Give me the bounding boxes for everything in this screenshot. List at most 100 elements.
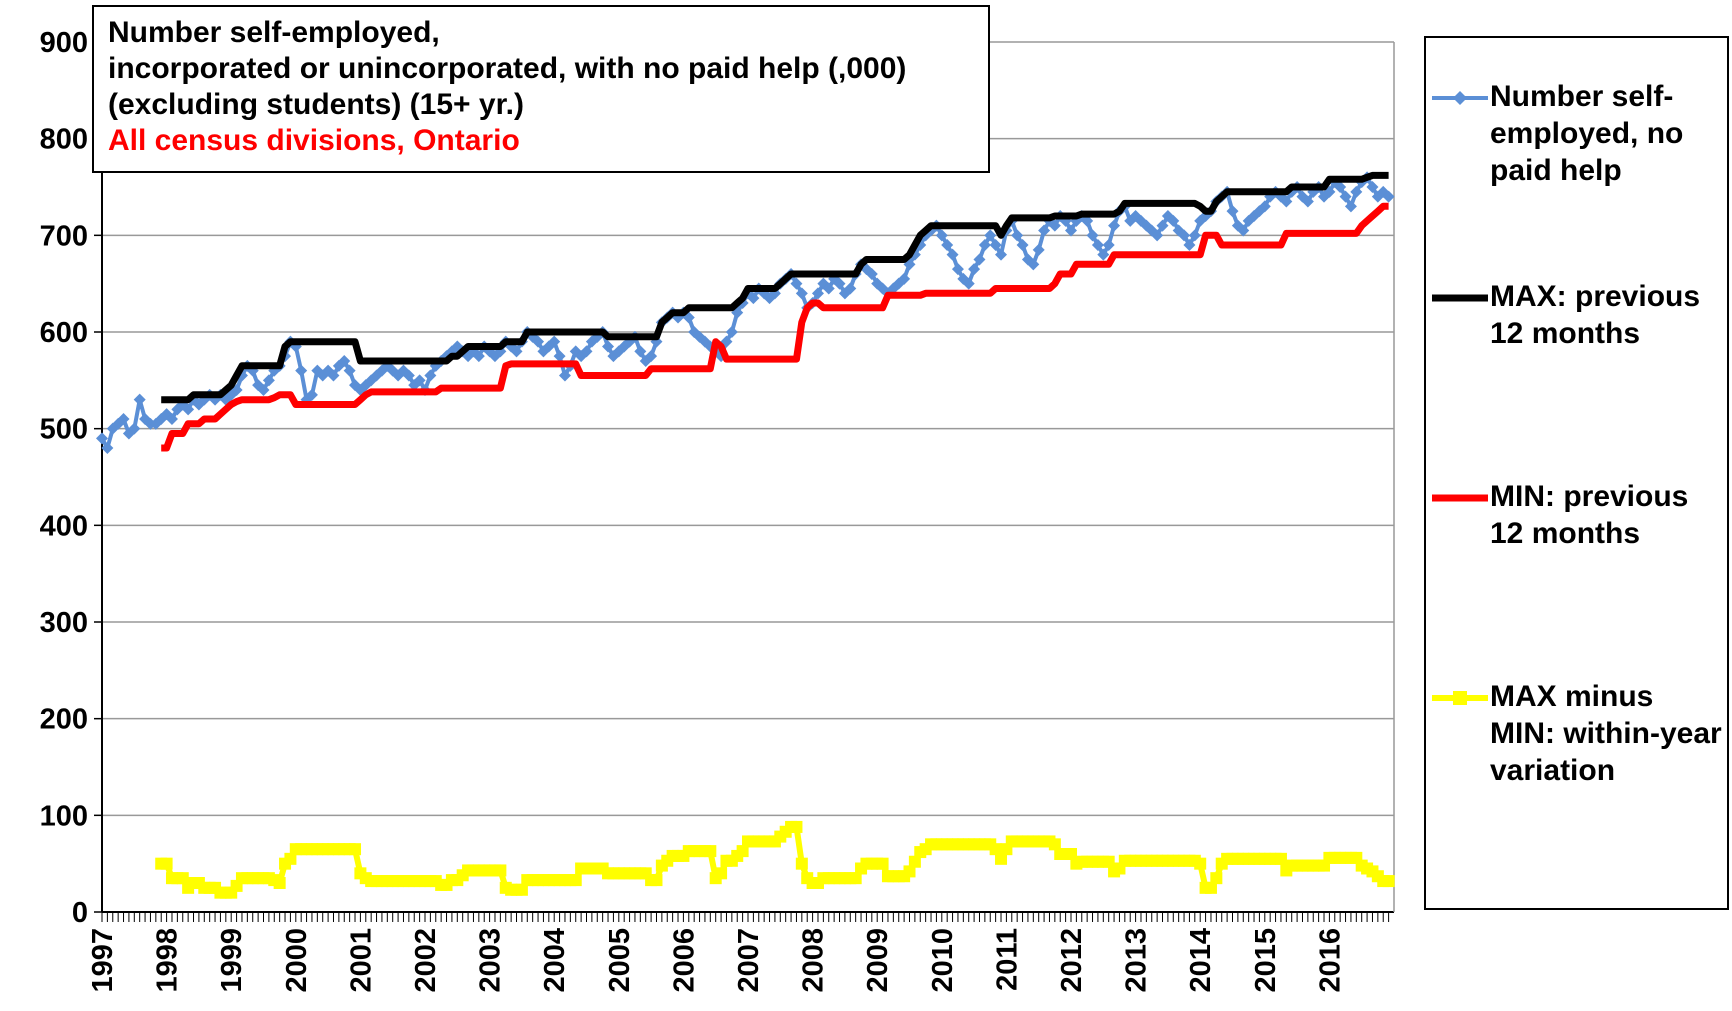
data-point <box>844 282 857 295</box>
x-tick-label: 2008 <box>798 928 830 993</box>
data-point <box>1167 214 1180 227</box>
data-point <box>349 843 362 856</box>
x-tick-label: 2016 <box>1314 928 1346 993</box>
data-point <box>650 874 663 887</box>
data-point <box>257 384 270 396</box>
data-point <box>1065 224 1077 237</box>
legend-label: Number self-employed, no paid help <box>1490 80 1684 187</box>
data-point <box>634 345 647 358</box>
data-point <box>1011 229 1024 242</box>
data-point <box>343 364 356 377</box>
data-point <box>995 852 1008 865</box>
data-point <box>553 350 566 363</box>
x-tick-label: 2001 <box>345 928 377 993</box>
data-point <box>305 388 318 401</box>
legend: Number self-employed, no paid help MAX: p… <box>1424 36 1729 910</box>
x-tick-label: 2005 <box>604 928 636 993</box>
data-point <box>715 867 728 880</box>
x-tick-label: 2015 <box>1250 928 1282 993</box>
data-point <box>1274 852 1287 865</box>
data-point <box>973 253 986 266</box>
data-point <box>548 335 561 348</box>
data-point <box>117 413 130 425</box>
x-tick-label: 2011 <box>991 928 1023 991</box>
data-point <box>402 369 415 382</box>
data-point <box>1194 857 1207 870</box>
series-line <box>161 171 1389 404</box>
data-point <box>1188 229 1201 242</box>
x-tick-label: 1998 <box>152 928 184 993</box>
x-tick-label: 2007 <box>733 928 765 993</box>
x-tick-label: 2004 <box>539 928 571 993</box>
data-point <box>984 229 997 242</box>
legend-swatch <box>1432 691 1488 705</box>
data-point <box>962 277 975 290</box>
data-point <box>515 883 528 896</box>
legend-marker <box>1453 691 1467 705</box>
data-point <box>580 345 593 358</box>
data-point <box>968 263 981 276</box>
data-point <box>865 268 878 280</box>
data-point <box>725 326 738 338</box>
data-point <box>946 248 959 261</box>
data-point <box>1350 185 1363 198</box>
data-point <box>1204 881 1217 894</box>
data-point <box>1339 190 1352 203</box>
data-point <box>747 292 760 305</box>
legend-label: MAX: previous 12 months <box>1490 280 1701 350</box>
data-point <box>1258 200 1271 213</box>
data-point <box>1183 239 1196 251</box>
y-tick-label: 200 <box>40 704 88 736</box>
x-tick-label: 2009 <box>862 928 894 993</box>
data-point <box>510 345 523 358</box>
data-point <box>532 335 545 348</box>
data-point <box>1091 239 1104 251</box>
data-point <box>790 820 803 833</box>
data-point <box>1151 229 1164 242</box>
x-tick-label: 1999 <box>216 928 248 993</box>
data-point <box>413 374 426 387</box>
y-tick-label: 0 <box>72 897 88 929</box>
data-point <box>101 442 114 454</box>
data-point <box>1280 195 1293 208</box>
x-tick-label: 2000 <box>281 928 313 993</box>
data-point <box>811 287 824 300</box>
data-point <box>569 874 582 887</box>
x-tick-label: 2013 <box>1121 928 1153 993</box>
data-point <box>790 277 803 290</box>
data-point <box>1226 205 1239 218</box>
data-point <box>822 282 835 295</box>
data-point <box>1032 243 1045 256</box>
x-tick-label: 2003 <box>475 928 507 993</box>
data-point <box>602 340 615 353</box>
data-point <box>1086 229 1099 242</box>
data-point <box>1027 258 1040 271</box>
data-point <box>1210 872 1223 885</box>
y-tick-label: 400 <box>40 510 88 542</box>
legend-label: MAX minus MIN: within-year variation <box>1490 680 1722 787</box>
title-box: Number self-employed, incorporated or un… <box>92 5 990 173</box>
data-point <box>1081 214 1094 227</box>
data-point <box>951 263 964 276</box>
data-point <box>1097 248 1110 261</box>
data-point <box>898 272 911 285</box>
data-point <box>424 369 437 382</box>
data-point <box>284 852 297 865</box>
x-tick-label: 2012 <box>1056 928 1088 993</box>
data-point <box>1102 239 1115 251</box>
data-point <box>558 369 571 382</box>
data-point <box>1382 875 1395 888</box>
data-point <box>795 857 808 870</box>
data-point <box>645 350 658 363</box>
data-point <box>1108 219 1121 232</box>
data-point <box>1366 181 1379 193</box>
legend-label: MIN: previous 12 months <box>1490 480 1689 550</box>
data-point <box>182 403 195 416</box>
legend-marker <box>1453 91 1467 105</box>
x-tick-label: 2002 <box>410 928 442 993</box>
legend-swatch <box>1432 294 1488 302</box>
y-tick-label: 100 <box>40 800 88 832</box>
data-point <box>978 239 991 251</box>
data-point <box>704 845 717 858</box>
